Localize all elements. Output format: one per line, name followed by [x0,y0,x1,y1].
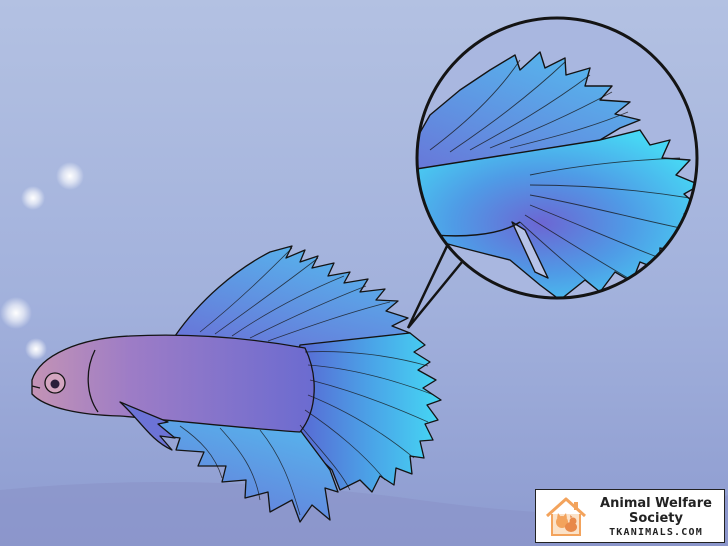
callout-pointer [406,245,463,329]
watermark-badge: Animal Welfare Society TKANIMALS.COM [535,489,725,543]
zoom-ring [415,16,699,300]
house-with-pets-icon [545,497,587,536]
watermark-url: TKANIMALS.COM [609,527,703,538]
betta-fish [31,245,442,523]
fin-rays [179,247,435,516]
watermark-title: Animal Welfare Society [600,496,712,526]
fin-closeup [415,16,699,300]
pectoral-fin [119,401,176,451]
bubbles [0,162,84,360]
fish-body [31,334,315,433]
dorsal-fin [174,245,411,351]
